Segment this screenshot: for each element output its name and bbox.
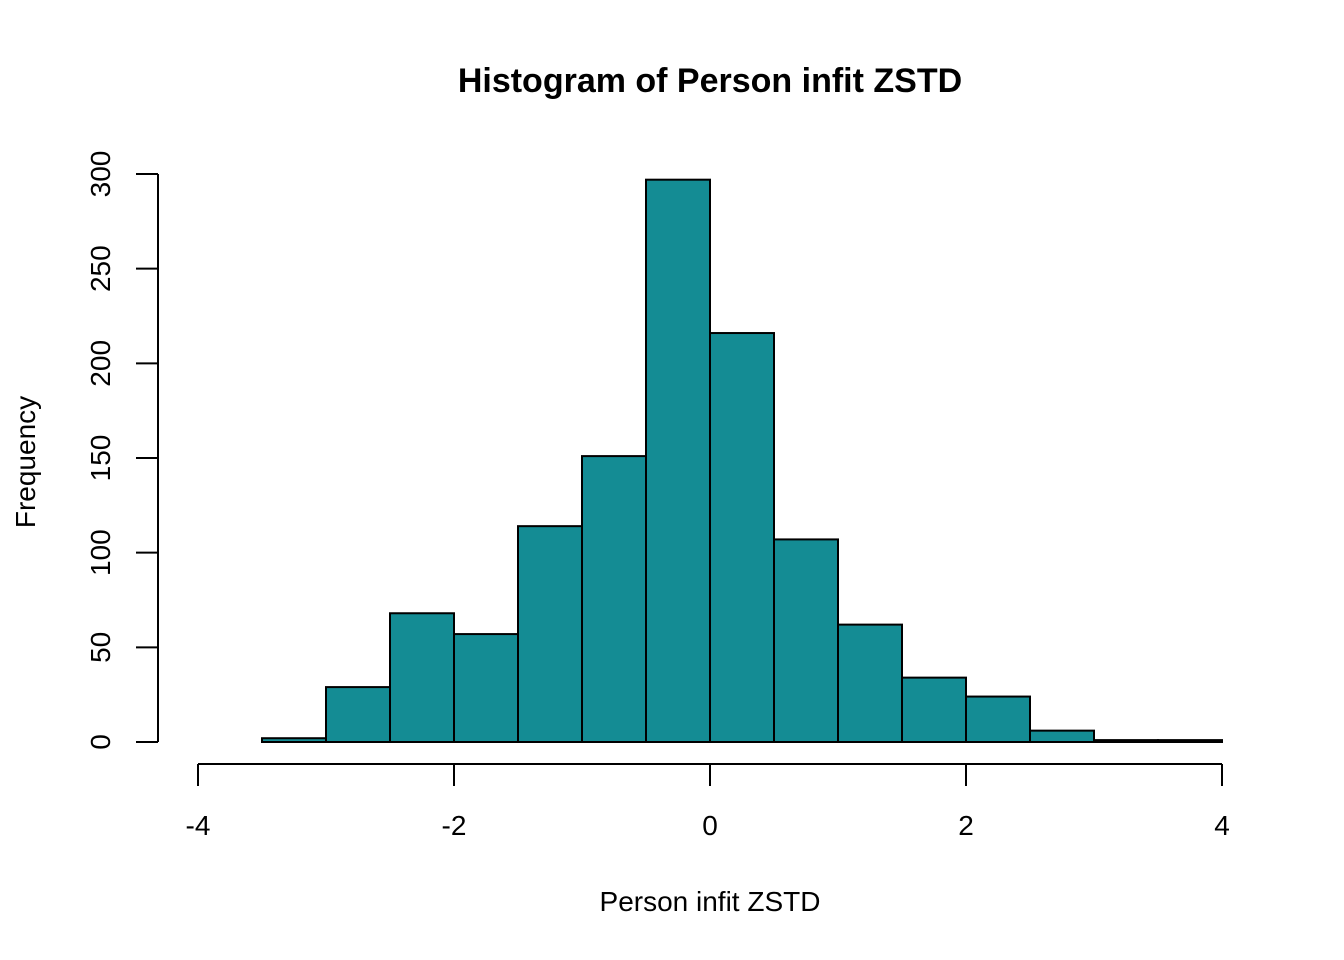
y-tick-label: 300 xyxy=(85,151,116,198)
histogram-bar xyxy=(1157,739,1223,744)
histogram-bar xyxy=(837,623,903,744)
y-tick-label: 250 xyxy=(85,245,116,292)
histogram-bar xyxy=(1029,729,1095,744)
histogram-bar xyxy=(517,525,583,743)
histogram-bar xyxy=(645,178,711,743)
x-axis: -4 -2 0 2 4 xyxy=(186,763,1230,841)
histogram-bar xyxy=(1093,739,1159,744)
histogram-bar xyxy=(453,633,519,744)
histogram-bar xyxy=(325,686,391,743)
y-tick-label: 150 xyxy=(85,435,116,482)
histogram-bar xyxy=(965,695,1031,743)
histogram-bar xyxy=(261,737,327,743)
histogram-bar xyxy=(901,676,967,743)
histogram-bar xyxy=(389,612,455,744)
x-tick-label: 4 xyxy=(1214,810,1230,841)
x-tick-label: -2 xyxy=(442,810,467,841)
y-tick-label: 100 xyxy=(85,529,116,576)
y-tick-label: 0 xyxy=(85,734,116,750)
x-tick-label: 2 xyxy=(958,810,974,841)
x-tick-label: 0 xyxy=(702,810,718,841)
histogram-bar xyxy=(773,538,839,743)
y-tick-label: 50 xyxy=(85,632,116,663)
bars-group xyxy=(261,178,1223,744)
y-tick-label: 200 xyxy=(85,340,116,387)
histogram-bar xyxy=(581,455,647,743)
chart-title: Histogram of Person infit ZSTD xyxy=(458,62,962,100)
y-axis-label: Frequency xyxy=(10,396,41,528)
histogram-bar xyxy=(709,332,775,743)
x-axis-label: Person infit ZSTD xyxy=(600,886,821,917)
y-axis: 0 50 100 150 200 250 300 xyxy=(85,151,159,750)
x-tick-label: -4 xyxy=(186,810,211,841)
